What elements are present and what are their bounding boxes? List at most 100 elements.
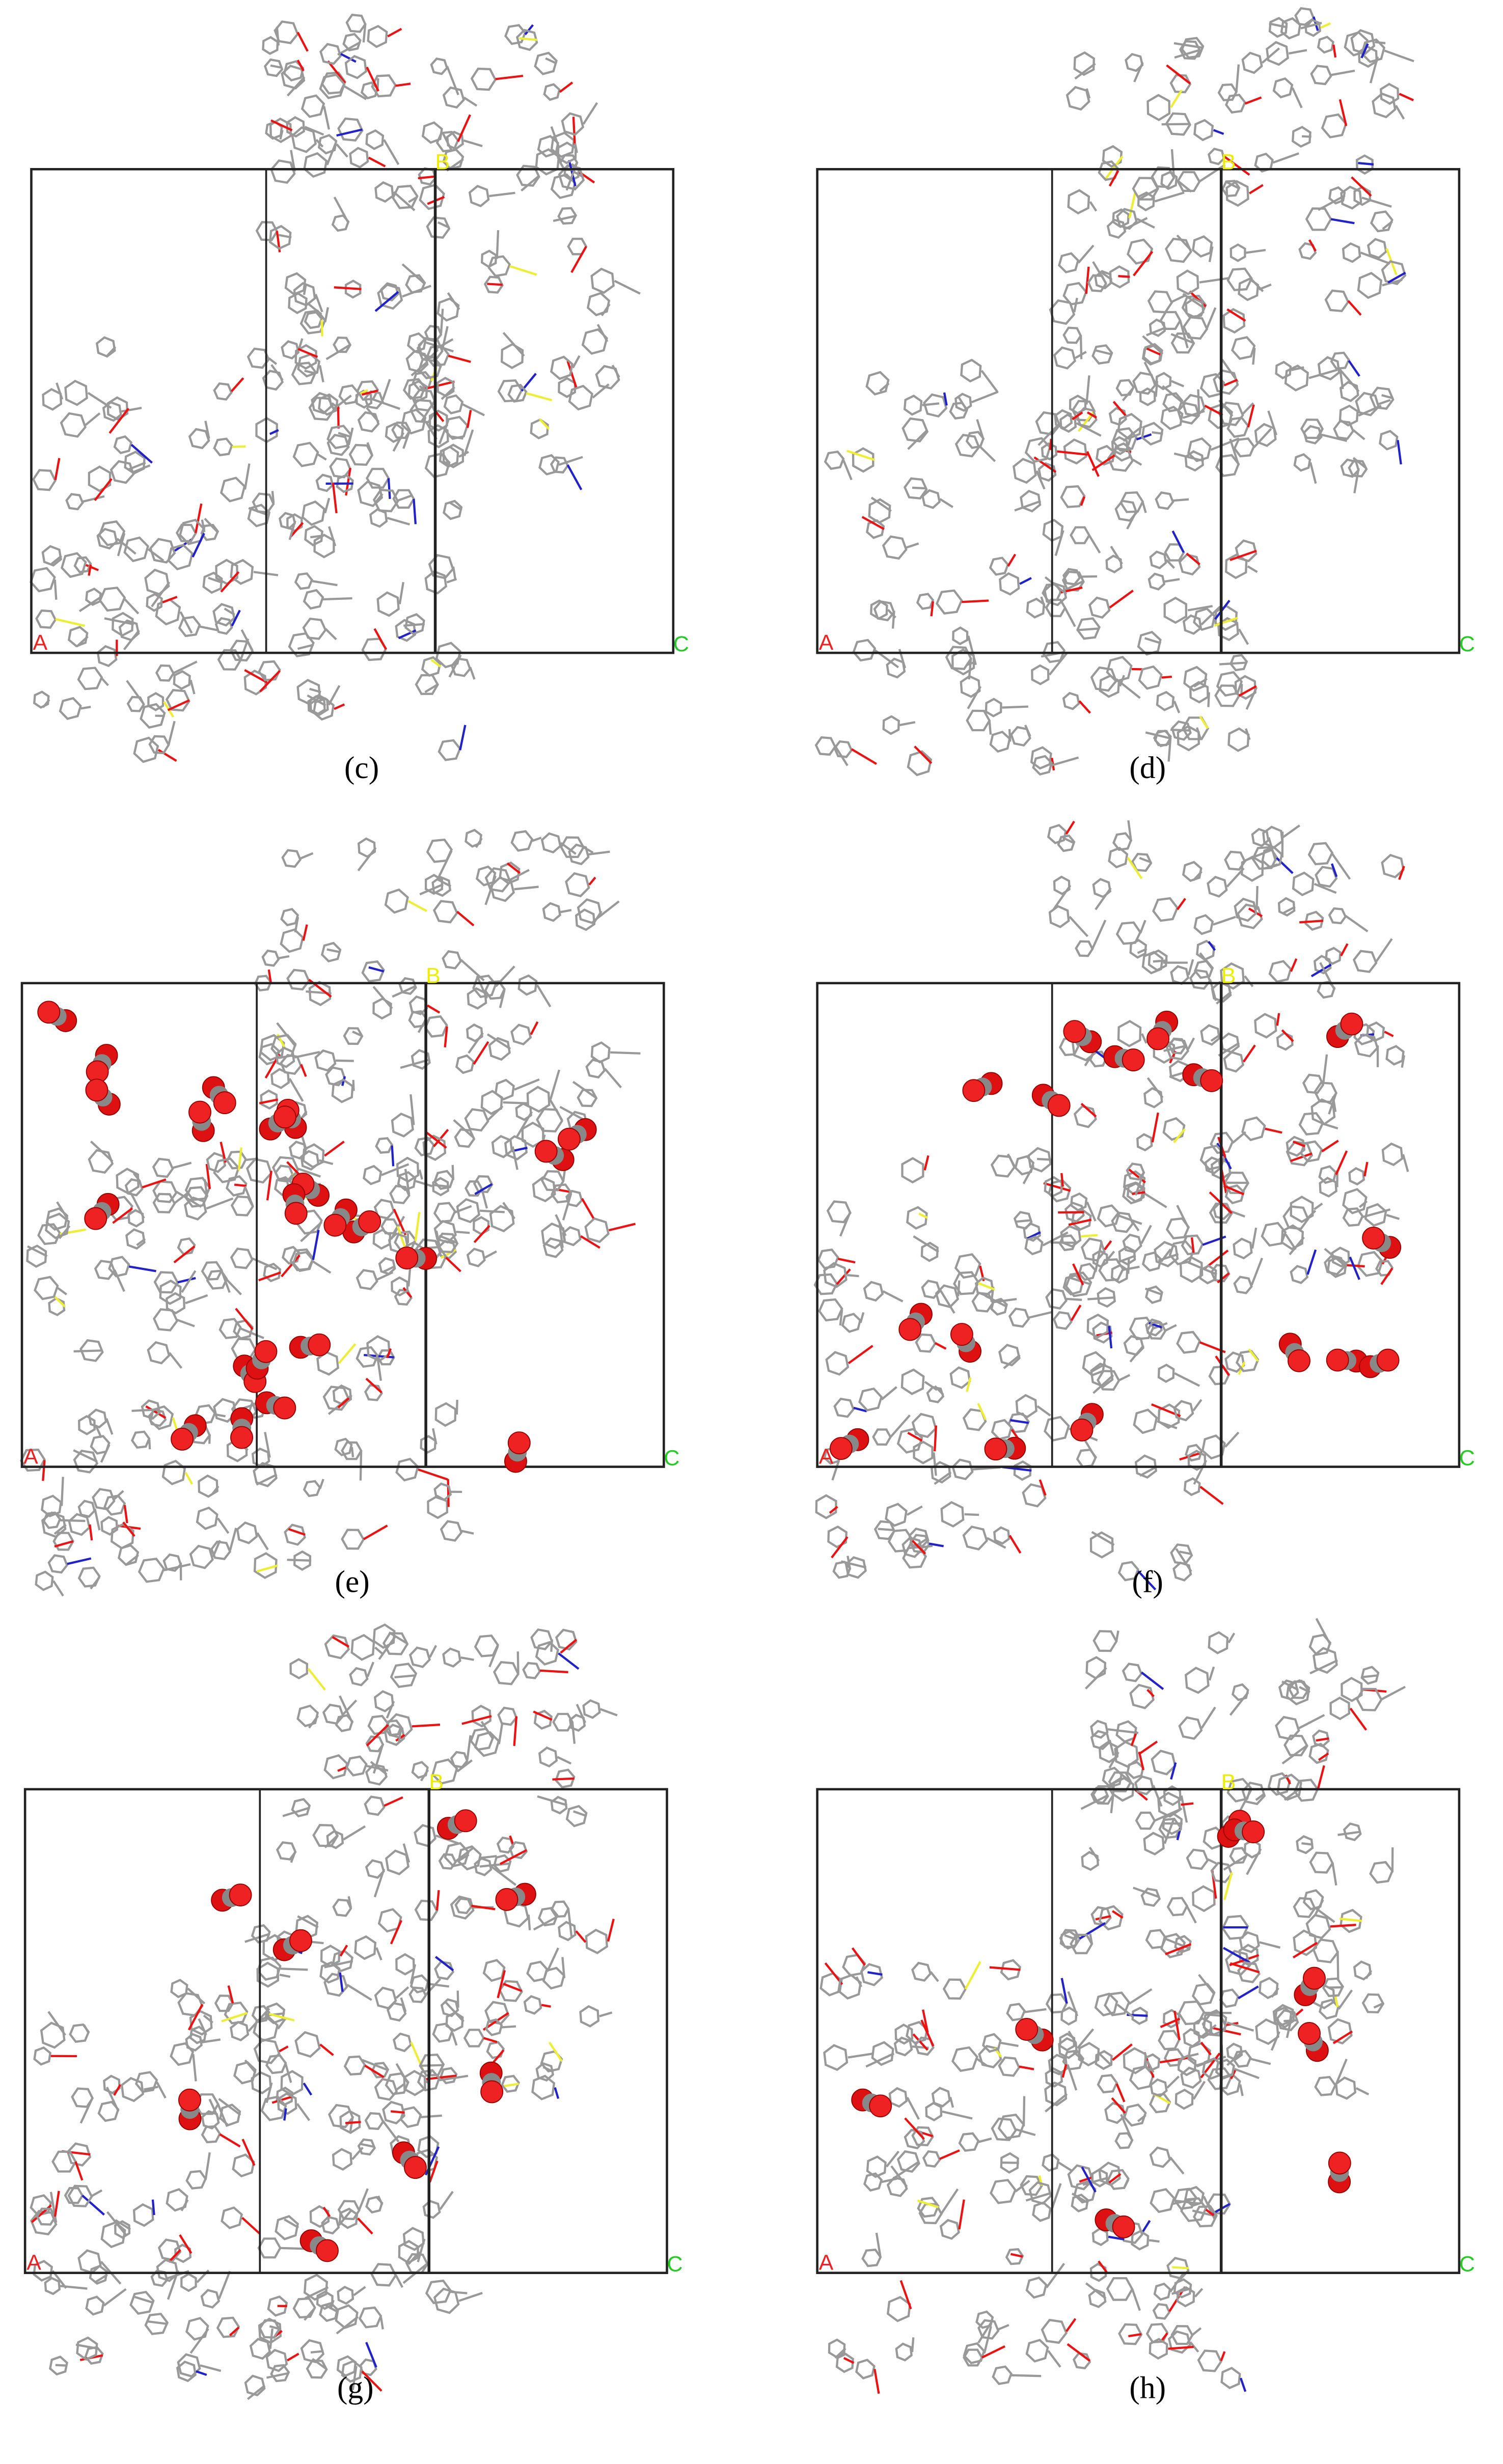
ring [1053,875,1071,896]
ring [565,1805,588,1828]
bond [1187,959,1194,976]
bond [305,2286,329,2300]
bond [259,1098,279,1104]
bond [484,875,497,905]
bond [386,1348,392,1359]
oxygen-atom [308,1333,331,1356]
ring [1141,422,1164,446]
ring [124,1178,144,1197]
ring [303,2274,329,2301]
ring [421,121,443,144]
bond [1078,700,1091,714]
ring [270,1034,297,1059]
bond [566,361,578,388]
bond [1132,1222,1140,1232]
ring [321,2216,340,2235]
ring [402,378,426,400]
bond [1381,394,1393,400]
ring [1044,1416,1070,1442]
bond [350,1447,354,1457]
ring [585,1928,609,1954]
ring [1142,343,1163,365]
ring [1065,86,1090,111]
ring [67,2184,93,2207]
ring [1131,2230,1150,2251]
ring [1172,1561,1192,1582]
bond [1359,1200,1368,1208]
ring [942,1978,967,2000]
ring [88,465,112,492]
bond [403,623,425,627]
ring [487,255,511,278]
bond [392,985,417,998]
ring [907,750,933,777]
bond [977,1403,987,1421]
ring [174,2244,192,2263]
ring [1293,453,1311,472]
bond [1307,1210,1317,1219]
ring [427,1494,449,1519]
ring [372,488,399,513]
bond [346,1983,372,2001]
bond [279,1974,291,1978]
ring [1163,596,1187,624]
bond [461,1715,492,1725]
bond [388,1631,408,1645]
bond [1259,283,1272,291]
bond [1186,1906,1197,1924]
bond [383,139,400,165]
bond [366,1724,389,1747]
ring [138,1558,165,1583]
bond [930,601,935,617]
bond [870,496,892,512]
ring [1241,51,1263,74]
ring [1098,2162,1121,2186]
bond [1244,975,1254,987]
ring [1275,361,1292,379]
ring [64,2186,84,2204]
ring [1182,861,1203,882]
bond [1173,498,1189,502]
ring [1139,387,1156,406]
ring [392,184,419,209]
bond [1210,1034,1221,1042]
ring [220,477,246,503]
bond [387,478,391,499]
ring [1178,553,1201,576]
ring [1317,356,1341,381]
ring [243,670,267,696]
ring [582,1699,601,1719]
ring [293,282,316,307]
bond [342,1699,358,1715]
ring [440,1998,459,2017]
bond [463,429,474,457]
ring [277,2092,297,2115]
ring [309,2205,330,2228]
bond [1187,1037,1195,1050]
ring [391,1112,414,1138]
ring [1085,1656,1107,1680]
bond [1207,692,1210,707]
ring [372,997,392,1020]
ring [1126,1761,1144,1780]
ring [1063,438,1087,465]
ring [48,1297,66,1316]
bond [113,2084,122,2096]
bond [1176,234,1192,251]
bond [1123,2179,1130,2189]
bond [1134,1171,1145,1196]
bond [53,1295,66,1308]
bond [218,2271,231,2300]
ring [269,117,292,143]
ring [323,1754,348,1780]
bond [402,430,411,449]
ring [1170,332,1195,354]
ring [1379,430,1399,451]
ring [1153,2282,1171,2301]
bond [332,483,338,514]
ring [483,275,504,294]
bond [834,745,849,766]
bond [532,837,542,842]
ring [998,2056,1021,2077]
co2-molecule [395,1247,438,1270]
